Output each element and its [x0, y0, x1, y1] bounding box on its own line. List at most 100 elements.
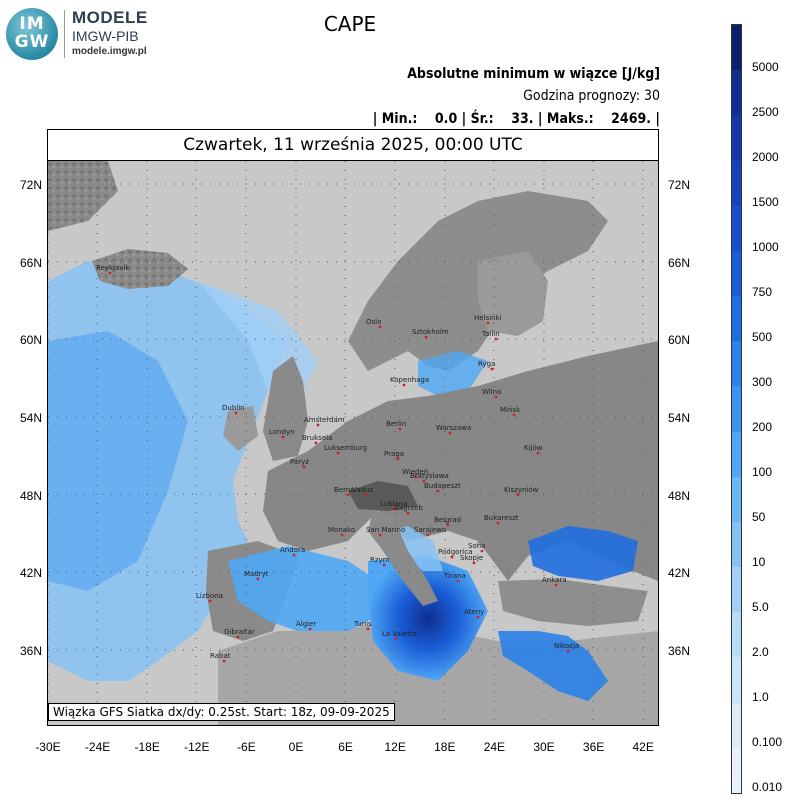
city-marker [494, 395, 498, 399]
city-marker [472, 561, 476, 565]
city-marker [394, 637, 398, 641]
logo-url: modele.imgw.pl [72, 46, 147, 57]
logo-divider [64, 10, 65, 58]
city-label: Mińsk [500, 406, 521, 414]
legend-color-step [732, 431, 741, 477]
city-marker [496, 521, 500, 525]
latitude-label-right: 60N [668, 333, 691, 347]
city-marker [366, 627, 370, 631]
valid-date-bar: Czwartek, 11 września 2025, 00:00 UTC [47, 129, 659, 161]
map-title: CAPE [323, 12, 377, 36]
city-label: Praga [384, 450, 404, 458]
city-label: Bruksela [302, 434, 332, 442]
latitude-label-right: 66N [668, 256, 691, 270]
longitude-label: 24E [483, 740, 506, 754]
longitude-label: 12E [384, 740, 406, 754]
city-label: Bratysława [410, 472, 449, 480]
city-marker [426, 533, 430, 537]
city-label: Vaduz [352, 486, 373, 494]
city-labels: Reykjavik Oslo Sztokholm Helsinki Tallin Ryga… [96, 264, 579, 663]
legend-color-step [732, 160, 741, 206]
city-label: Berno [334, 486, 355, 494]
legend-label: 1500 [752, 195, 779, 209]
logo-subtitle: IMGW-PIB [72, 28, 139, 44]
city-label: Zagrzeb [394, 504, 423, 512]
legend-label: 2500 [752, 105, 779, 119]
city-label: Reykjavik [96, 264, 130, 272]
legend-label: 1.0 [752, 690, 769, 704]
longitude-label: 36E [582, 740, 605, 754]
longitude-label: -24E [84, 740, 111, 754]
legend-color-step [732, 521, 741, 568]
city-label: Gibraltar [224, 628, 255, 636]
italy-land [368, 511, 438, 606]
legend-label: 5000 [752, 60, 779, 74]
city-marker [446, 523, 450, 527]
city-label: Bukareszt [484, 514, 519, 522]
city-marker [222, 659, 226, 663]
city-label: Kiszyniów [504, 486, 539, 494]
imgw-logo-emblem: IM GW [6, 8, 58, 60]
city-label: Andora [280, 546, 305, 554]
statistics-label: | Min.: 0.0 | Śr.: 33. | Maks.: 2469. | [372, 111, 660, 127]
city-marker [456, 579, 460, 583]
city-label: Nikozja [554, 642, 579, 650]
city-label: Sztokholm [412, 328, 449, 336]
forecast-hour-label: Godzina prognozy: 30 [523, 88, 660, 104]
city-marker [406, 511, 410, 515]
cape-field-atlantic-light [48, 331, 188, 591]
city-marker [396, 457, 400, 461]
parameter-label: Absolutne minimum w wiązce [J/kg] [407, 66, 660, 82]
longitude-label: -6E [237, 740, 256, 754]
city-marker [414, 475, 418, 479]
city-label: Berlin [386, 420, 406, 428]
city-marker [516, 493, 520, 497]
cape-field-western-med [228, 546, 388, 631]
legend-label: 750 [752, 285, 773, 299]
city-label: Oslo [366, 318, 381, 326]
city-marker [378, 533, 382, 537]
city-label: Tallin [481, 330, 500, 338]
city-marker [480, 549, 484, 553]
legend-label: 0.010 [752, 780, 783, 794]
city-marker [208, 599, 212, 603]
city-marker [281, 435, 285, 439]
legend-color-step [732, 296, 741, 342]
continental-europe-land [263, 341, 658, 581]
model-info-footer: Wiązka GFS Siatka dx/dy: 0.25st. Start: … [48, 703, 395, 721]
city-marker [494, 337, 498, 341]
city-marker [234, 411, 238, 415]
legend-label: 2.0 [752, 645, 769, 659]
city-label: Dublin [222, 404, 245, 412]
legend-color-step [732, 341, 741, 387]
legend-label: 2000 [752, 150, 779, 164]
black-sea-cape-field [528, 526, 638, 581]
city-label: Ankara [542, 576, 567, 584]
cape-field-central-med [368, 556, 488, 681]
legend-label: 1000 [752, 240, 779, 254]
city-marker [256, 577, 260, 581]
city-marker [402, 383, 406, 387]
legend-color-step [732, 657, 741, 703]
city-marker [436, 489, 440, 493]
legend-color-step [732, 115, 741, 161]
longitude-label: -18E [134, 740, 160, 754]
longitude-label: 42E [632, 740, 654, 754]
city-marker [424, 335, 428, 339]
city-label: Warszawa [436, 424, 471, 432]
city-label: Lublana [380, 500, 408, 508]
city-marker [236, 635, 240, 639]
legend-label: 50 [752, 510, 766, 524]
legend-color-step [732, 702, 741, 748]
legend-color-step [732, 250, 741, 297]
city-marker [314, 441, 318, 445]
city-label: La Valetta [382, 630, 417, 638]
latitude-label-right: 54N [668, 411, 691, 425]
city-marker [378, 325, 382, 329]
weather-map: Reykjavik Oslo Sztokholm Helsinki Tallin Ryga… [48, 161, 658, 725]
city-marker [398, 427, 402, 431]
city-marker [292, 553, 296, 557]
city-marker [450, 555, 454, 559]
legend-label: 200 [752, 420, 773, 434]
latitude-label-left: 36N [19, 644, 42, 658]
